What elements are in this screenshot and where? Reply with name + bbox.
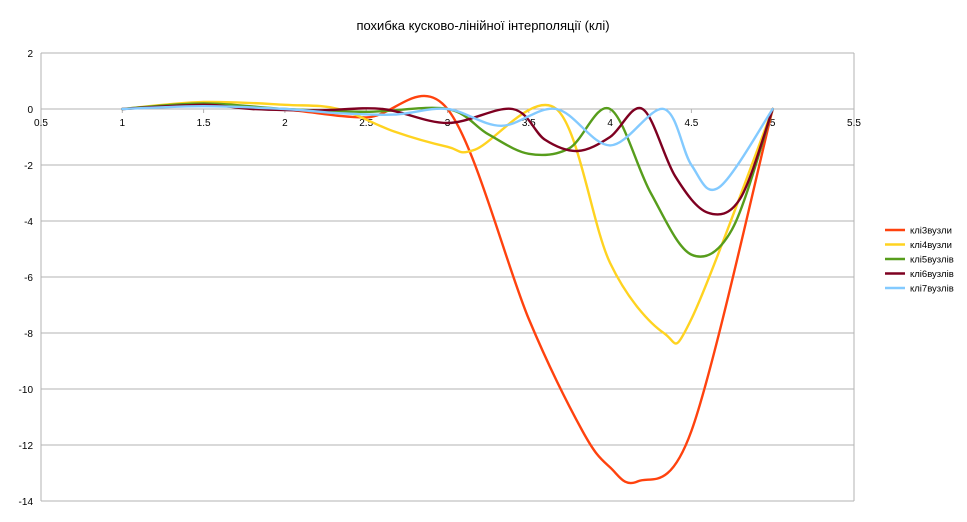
axes: 20-2-4-6-8-10-12-140.5 1 1.5 2 2.5 3 3.5 4 4.5 5 5… [19, 49, 862, 508]
legend-label: клі5вузлів [910, 255, 954, 266]
series-line-4 [121, 103, 774, 216]
series-line-1 [121, 94, 774, 485]
x-tick-label: 5 [770, 118, 776, 129]
series-line-5 [121, 105, 774, 191]
legend-label: клі7вузлів [910, 284, 954, 295]
y-tick-label: -2 [24, 161, 33, 172]
x-tick-label: 4.5 [684, 118, 698, 129]
legend-label: клі3вузли [910, 226, 952, 237]
x-tick-label: 5.5 [847, 118, 861, 129]
y-tick-label: -4 [24, 217, 33, 228]
y-tick-label: 0 [27, 105, 33, 116]
x-tick-label: 3.5 [522, 118, 536, 129]
legend-label: клі6вузлів [910, 269, 954, 280]
y-tick-label: -10 [19, 385, 34, 396]
y-tick-label: -12 [19, 441, 34, 452]
series-line-2 [121, 100, 774, 345]
x-tick-label: 1 [120, 118, 126, 129]
x-tick-label: 4 [607, 118, 613, 129]
x-tick-label: 1.5 [197, 118, 211, 129]
y-tick-label: -8 [24, 329, 33, 340]
y-tick-label: 2 [27, 49, 33, 60]
x-tick-label: 2 [282, 118, 288, 129]
legend: клі3вузли клі4вузли клі5вузлів клі6вузлів кл… [885, 226, 954, 295]
y-tick-label: -14 [19, 497, 34, 508]
y-tick-label: -6 [24, 273, 33, 284]
chart-title: похибка кусково-лінійної інтерполяції (к… [356, 18, 609, 33]
series-lines [121, 94, 774, 485]
x-tick-label: 0.5 [34, 118, 48, 129]
x-tick-label: 2.5 [359, 118, 373, 129]
legend-label: клі4вузли [910, 240, 952, 251]
